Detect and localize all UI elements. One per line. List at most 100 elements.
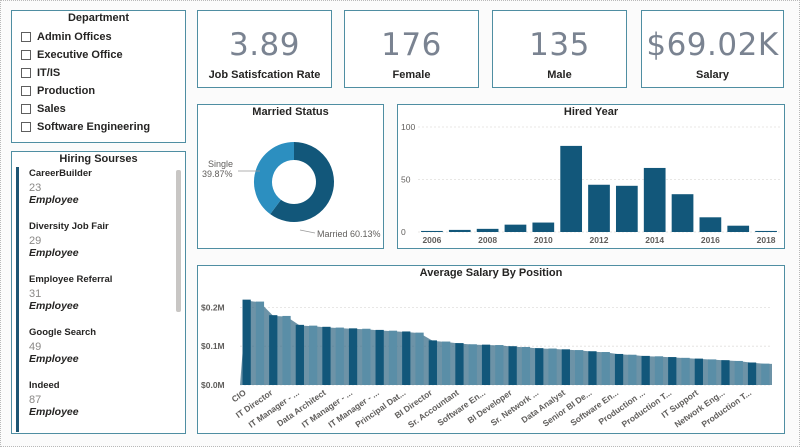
source-count: 23 [29,182,42,194]
x-tick-label: 2016 [701,235,720,245]
salary-bar [561,349,570,385]
kpi-label: Male [547,69,572,81]
department-item-production[interactable]: Production [21,82,150,100]
salary-bar [402,331,411,385]
salary-bar [269,315,278,385]
checkbox[interactable] [21,122,31,132]
y-tick-label: 50 [401,175,411,185]
department-label: Production [37,85,96,97]
y-tick-label: 0 [401,227,406,237]
scrollbar[interactable] [176,170,181,312]
donut-slice-single [254,142,295,215]
y-tick-label: 100 [401,122,415,132]
department-item-sales[interactable]: Sales [21,100,150,118]
bar-2013 [615,185,638,232]
bar-2006 [421,230,443,232]
donut-svg: Single 39.87% Married 60.13% [202,142,381,239]
salary-bar [575,350,584,385]
kpi-label: Job Satisfcation Rate [208,69,321,81]
salary-bar [282,315,291,385]
department-item-it-is[interactable]: IT/IS [21,64,150,82]
department-item-admin-offices[interactable]: Admin Offices [21,28,150,46]
department-label: Sales [37,103,66,115]
kpi-card-female: 176 Female [344,10,479,88]
y-tick-label: $0.0M [201,380,225,390]
salary-bar [588,351,597,385]
checkbox[interactable] [21,86,31,96]
bar-2008 [476,228,499,232]
checkbox[interactable] [21,68,31,78]
department-label: Software Engineering [37,121,151,133]
salary-bar [335,327,344,385]
list-item: CareerBuilder 23 Employee [16,167,176,220]
bar-2018 [755,230,777,232]
avg-salary-chart: Average Salary By Position CIO IT Directo… [197,265,785,434]
kpi-card-male: 135 Male [492,10,627,88]
bar-2016 [699,217,722,232]
salary-bar [614,353,624,385]
source-name: Indeed [29,380,60,391]
department-title: Department [67,12,130,24]
x-tick-label: 2014 [645,235,664,245]
x-tick-label: 2006 [422,235,441,245]
kpi-value: 135 [529,27,590,63]
salary-bar [681,357,690,385]
salary-bar [255,301,265,385]
kpi-card-salary: $69.02K Salary [641,10,784,88]
chart-title: Hired Year [563,106,619,118]
salary-bar [375,329,384,385]
salary-bar [309,325,318,385]
salary-bar [362,328,371,385]
salary-bar [468,344,477,385]
married-status-chart: Married Status Single 39.87% Married 60.… [197,104,384,249]
source-name: Google Search [29,327,97,338]
salary-bar [668,357,677,385]
list-item: Indeed 87 Employee [16,379,176,432]
bar-2017 [727,225,750,232]
salary-bar [601,352,610,385]
kpi-card-job-satisfaction: 3.89 Job Satisfcation Rate [197,10,332,88]
salary-bar [388,330,398,385]
department-list: Admin Offices Executive Office IT/IS Pro… [21,28,150,136]
bar-2015 [671,194,694,232]
bar-2012 [588,184,610,232]
salary-bar [428,340,437,385]
kpi-label: Salary [695,69,730,81]
salary-bar [295,324,304,385]
x-tick-label: 2018 [757,235,776,245]
salary-bar [548,348,557,385]
source-sublabel: Employee [29,353,79,365]
source-sublabel: Employee [29,194,79,206]
salary-bar [694,358,703,385]
salary-bar [721,360,730,385]
salary-bar [628,354,637,385]
checkbox[interactable] [21,50,31,60]
married-leader-line [299,229,316,234]
source-sublabel: Employee [29,406,79,418]
checkbox[interactable] [21,104,31,114]
checkbox[interactable] [21,32,31,42]
salary-bar [242,299,251,385]
salary-bar [442,341,451,385]
department-item-software-engineering[interactable]: Software Engineering [21,118,150,136]
source-sublabel: Employee [29,300,79,312]
single-label: Single [208,159,233,169]
salary-bar [734,360,743,385]
department-slicer: Department Admin Offices Executive Offic… [11,10,186,143]
department-label: Admin Offices [37,31,112,43]
hiring-sources-card: Hiring Sourses CareerBuilder 23 Employee… [11,151,186,434]
hired-year-svg: 2006 2008 2010 2012 2014 2016 2018 0 50 100 [401,122,780,245]
bar-2009 [504,224,527,232]
department-label: Executive Office [37,49,123,61]
salary-bar [521,346,531,385]
list-item: Employee Referral 31 Employee [16,273,176,326]
department-item-executive-office[interactable]: Executive Office [21,46,150,64]
kpi-value: 3.89 [228,27,301,63]
source-name: CareerBuilder [29,168,92,179]
salary-bar [322,326,331,385]
source-count: 31 [29,288,42,300]
salary-bar [495,345,504,385]
y-tick-label: $0.2M [201,302,225,312]
bar-2010 [532,222,555,232]
